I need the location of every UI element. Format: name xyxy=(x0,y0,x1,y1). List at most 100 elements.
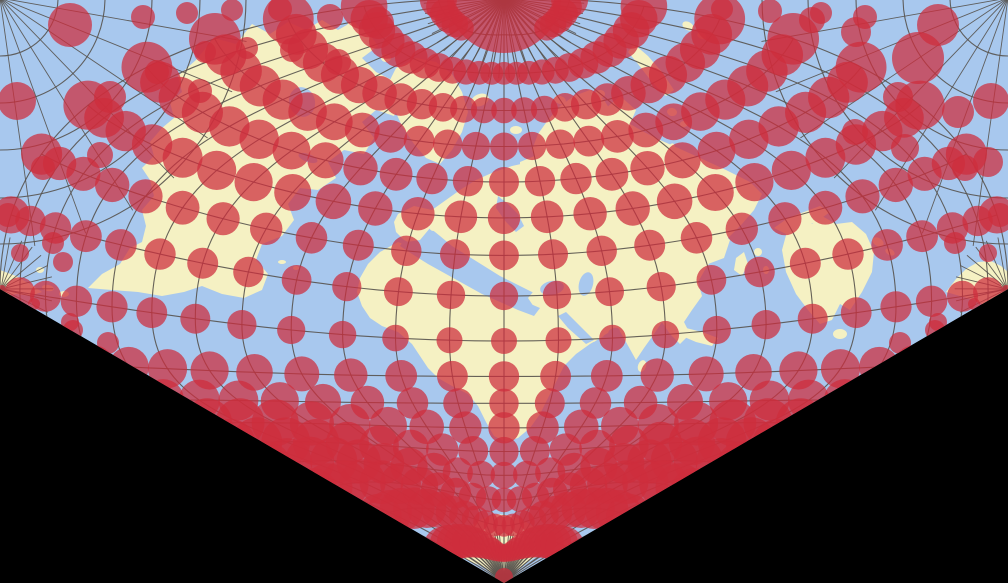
tissot-indicatrix xyxy=(551,0,589,19)
tissot-indicatrix xyxy=(443,388,474,419)
tissot-indicatrix xyxy=(820,349,861,389)
tissot-corner xyxy=(325,49,351,75)
tissot-indicatrix xyxy=(915,285,948,317)
tissot-corner xyxy=(145,60,169,84)
tissot-indicatrix xyxy=(530,200,564,234)
tissot-indicatrix xyxy=(403,125,435,157)
tissot-corner xyxy=(988,203,1008,227)
tissot-indicatrix xyxy=(634,229,666,261)
tissot-corner xyxy=(892,32,944,84)
tissot-indicatrix xyxy=(458,436,489,466)
tissot-indicatrix xyxy=(428,93,458,122)
tissot-indicatrix xyxy=(233,256,264,288)
tissot-indicatrix xyxy=(391,235,422,266)
tissot-corner xyxy=(973,83,1008,119)
tissot-indicatrix xyxy=(128,179,163,214)
tissot-indicatrix xyxy=(789,247,821,279)
tissot-indicatrix xyxy=(218,380,259,421)
tissot-indicatrix xyxy=(751,310,781,340)
tissot-indicatrix xyxy=(656,183,693,220)
tissot-indicatrix xyxy=(96,291,128,323)
tissot-indicatrix xyxy=(702,315,731,345)
tissot-indicatrix xyxy=(452,166,484,197)
tissot-indicatrix xyxy=(518,131,547,161)
tissot-corner xyxy=(194,41,216,63)
tissot-indicatrix xyxy=(545,129,575,159)
tissot-indicatrix xyxy=(162,137,203,178)
tissot-indicatrix xyxy=(343,151,378,186)
tissot-indicatrix xyxy=(401,197,435,231)
tissot-indicatrix xyxy=(808,190,843,225)
tissot-indicatrix xyxy=(735,354,772,391)
tissot-indicatrix xyxy=(15,205,46,237)
tissot-corner xyxy=(842,119,868,145)
tissot-indicatrix xyxy=(190,351,229,390)
tissot-indicatrix xyxy=(840,297,872,329)
tissot-indicatrix xyxy=(771,150,811,190)
tissot-indicatrix xyxy=(95,167,130,203)
corner-fan-ray xyxy=(0,0,86,234)
tissot-indicatrix xyxy=(489,240,519,271)
tissot-indicatrix xyxy=(651,320,680,349)
island xyxy=(833,329,847,339)
tissot-corner xyxy=(891,134,919,162)
tissot-indicatrix xyxy=(640,358,674,392)
tissot-indicatrix xyxy=(729,119,769,159)
tissot-indicatrix xyxy=(470,97,497,124)
tissot-corner xyxy=(362,7,394,39)
tissot-indicatrix xyxy=(444,200,478,234)
tissot-indicatrix xyxy=(488,412,520,444)
tissot-corner xyxy=(94,81,126,113)
tissot-indicatrix xyxy=(342,229,374,261)
tissot-indicatrix xyxy=(295,222,328,254)
tissot-indicatrix xyxy=(369,406,407,445)
fan-ray xyxy=(997,237,1008,290)
tissot-special xyxy=(0,285,6,293)
tissot-corner xyxy=(317,4,343,30)
corner-fan-ray xyxy=(0,0,36,247)
tissot-indicatrix xyxy=(545,327,572,354)
tissot-indicatrix xyxy=(628,112,664,148)
tissot-indicatrix xyxy=(385,360,418,392)
tissot-indicatrix xyxy=(449,411,482,444)
tissot-indicatrix xyxy=(768,202,802,236)
tissot-indicatrix xyxy=(590,360,623,392)
tissot-indicatrix xyxy=(105,229,137,261)
tissot-corner xyxy=(176,2,198,24)
tissot-indicatrix xyxy=(315,183,352,220)
tissot-indicatrix xyxy=(136,297,168,329)
tissot-corner xyxy=(131,5,155,29)
tissot-corner xyxy=(758,0,782,23)
tissot-indicatrix xyxy=(511,97,538,124)
tissot-indicatrix xyxy=(489,388,519,418)
tissot-indicatrix xyxy=(450,95,478,123)
tissot-indicatrix xyxy=(358,191,393,226)
tissot-indicatrix xyxy=(334,358,368,392)
tissot-corner xyxy=(0,203,20,227)
tissot-indicatrix xyxy=(513,460,541,489)
tissot-indicatrix xyxy=(374,119,407,153)
tissot-indicatrix xyxy=(489,436,519,467)
tissot-indicatrix xyxy=(436,280,466,310)
tissot-indicatrix xyxy=(832,238,864,270)
tissot-corner xyxy=(841,17,871,47)
tissot-indicatrix xyxy=(540,360,571,392)
tissot-corner xyxy=(31,156,55,180)
tissot-indicatrix xyxy=(646,272,676,302)
tissot-indicatrix xyxy=(601,119,634,153)
tissot-indicatrix xyxy=(696,174,734,211)
tissot-indicatrix xyxy=(573,197,607,231)
tissot-indicatrix xyxy=(797,303,828,334)
tissot-indicatrix xyxy=(526,411,559,444)
tissot-indicatrix xyxy=(426,433,459,466)
tissot-indicatrix xyxy=(845,179,880,214)
tissot-corner xyxy=(942,96,974,128)
tissot-corner xyxy=(236,37,258,59)
tissot-indicatrix xyxy=(227,310,257,340)
tissot-corner xyxy=(188,79,212,103)
tissot-corner xyxy=(883,82,913,112)
tissot-indicatrix xyxy=(305,383,341,420)
tissot-indicatrix xyxy=(620,0,668,30)
tissot-indicatrix xyxy=(70,220,102,253)
